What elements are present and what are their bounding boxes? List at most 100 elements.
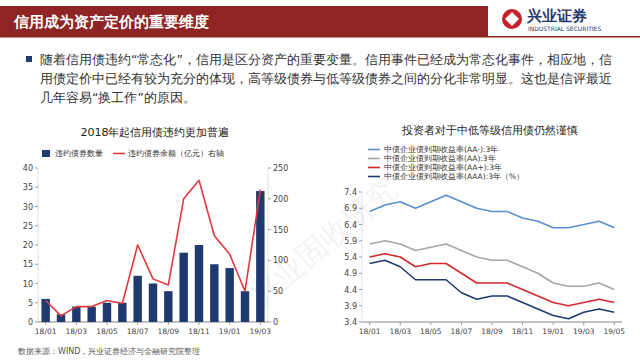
x-tick-label: 18/09	[481, 327, 503, 336]
y-tick-label: 3.4	[344, 318, 357, 327]
y-tick-label: 0	[28, 318, 33, 327]
y-tick	[35, 302, 38, 303]
x-tick	[400, 322, 401, 325]
y-tick	[359, 240, 362, 241]
y-tick	[359, 208, 362, 209]
y-tick-label: 30	[23, 203, 33, 212]
y-tick-label: 10	[23, 280, 33, 289]
legend-swatch	[113, 153, 125, 155]
y-tick	[35, 225, 38, 226]
page-title: 信用成为资产定价的重要维度	[13, 13, 209, 31]
y-tick-label: 4.9	[344, 269, 357, 278]
x-tick	[45, 322, 46, 325]
legend-swatch	[368, 176, 380, 178]
x-tick	[260, 322, 261, 325]
x-tick-label: 19/05	[604, 327, 626, 336]
logo-en: INDUSTRIAL SECURITIES	[528, 25, 601, 32]
x-tick	[107, 322, 108, 325]
source-note: 数据来源：WIND，兴业证券经济与金融研究院整理	[18, 347, 200, 356]
y2-tick-label: 50	[273, 287, 283, 296]
line	[370, 241, 615, 290]
legend-label: 中债企业债到期收益率(AAA):3年（%）	[384, 172, 524, 181]
y-tick-label: 20	[23, 241, 33, 250]
y-tick	[35, 187, 38, 188]
legend-swatch	[368, 149, 380, 151]
y-tick	[359, 224, 362, 225]
legend-swatch	[42, 150, 50, 157]
x-tick	[492, 322, 493, 325]
x-tick-label: 18/11	[188, 327, 210, 336]
y-tick-label: 6.4	[344, 221, 357, 230]
x-tick-label: 18/01	[35, 327, 57, 336]
legend-label: 中债企业债到期收益率(AA):3年	[384, 154, 496, 163]
y2-tick	[268, 260, 271, 261]
y-tick	[359, 273, 362, 274]
chart: 投资者对于中低等级信用债仍然谨慎3.43.94.44.95.45.96.46.9…	[344, 124, 625, 336]
x-tick	[369, 322, 370, 325]
x-tick-label: 18/09	[158, 327, 180, 336]
chart-title: 投资者对于中低等级信用债仍然谨慎	[401, 124, 578, 137]
bar	[133, 276, 141, 322]
chart-title: 2018年起信用债违约更加普遍	[81, 126, 230, 139]
y-tick-label: 6.9	[344, 204, 357, 213]
x-tick	[137, 322, 138, 325]
line	[370, 195, 615, 228]
x-tick	[522, 322, 523, 325]
x-tick	[76, 322, 77, 325]
y2-tick-label: 0	[273, 318, 278, 327]
y-tick-label: 40	[23, 164, 33, 173]
logo-name: 兴业证券	[526, 7, 587, 25]
y-tick-label: 5	[28, 299, 33, 308]
x-tick-label: 18/05	[96, 327, 118, 336]
bullet-marker	[26, 56, 32, 62]
y-tick	[359, 257, 362, 258]
title-bar	[0, 6, 488, 36]
bar	[241, 291, 249, 322]
x-tick	[553, 322, 554, 325]
x-tick-label: 19/03	[250, 327, 272, 336]
x-tick	[168, 322, 169, 325]
y-tick-label: 35	[23, 183, 33, 192]
y2-tick-label: 100	[273, 256, 288, 265]
legend-label: 违约债券余额（亿元）右轴	[128, 149, 224, 158]
bar	[87, 307, 95, 322]
legend-swatch	[368, 167, 380, 169]
bar	[225, 268, 233, 322]
x-tick-label: 18/05	[420, 327, 442, 336]
title-rule	[0, 36, 640, 38]
x-tick-label: 18/03	[66, 327, 88, 336]
y-tick	[359, 289, 362, 290]
y2-tick	[268, 291, 271, 292]
y-tick	[35, 264, 38, 265]
x-tick	[461, 322, 462, 325]
legend-label: 中债企业债到期收益率(AA-):3年	[384, 145, 498, 154]
bar	[210, 264, 218, 322]
y-tick	[35, 168, 38, 169]
x-tick-label: 18/11	[512, 327, 534, 336]
legend-label: 中债企业债到期收益率(AA+):3年	[384, 163, 502, 172]
y2-tick	[268, 229, 271, 230]
y2-tick	[268, 322, 271, 323]
x-tick	[199, 322, 200, 325]
y2-tick	[268, 168, 271, 169]
bar	[164, 291, 172, 322]
y2-tick-label: 150	[273, 226, 288, 235]
bar	[179, 253, 187, 322]
x-tick-label: 18/07	[127, 327, 149, 336]
y-tick-label: 5.4	[344, 253, 357, 262]
x-tick	[430, 322, 431, 325]
bar	[103, 303, 111, 322]
bar	[195, 245, 203, 322]
bar	[118, 303, 126, 322]
x-tick-label: 18/01	[359, 327, 381, 336]
y-tick-label: 15	[23, 260, 33, 269]
y-tick	[359, 322, 362, 323]
line	[370, 260, 615, 319]
legend-swatch	[368, 158, 380, 160]
x-tick-label: 19/03	[573, 327, 595, 336]
y-tick	[35, 283, 38, 284]
y-tick	[359, 305, 362, 306]
chart: 2018年起信用债违约更加普遍0510152025303540050100150…	[23, 126, 288, 336]
logo-icon	[502, 9, 522, 29]
bullet-text: 随着信用债违约“常态化”，信用是区分资产的重要变量。信用事件已经成为常态化事件，…	[40, 50, 620, 107]
